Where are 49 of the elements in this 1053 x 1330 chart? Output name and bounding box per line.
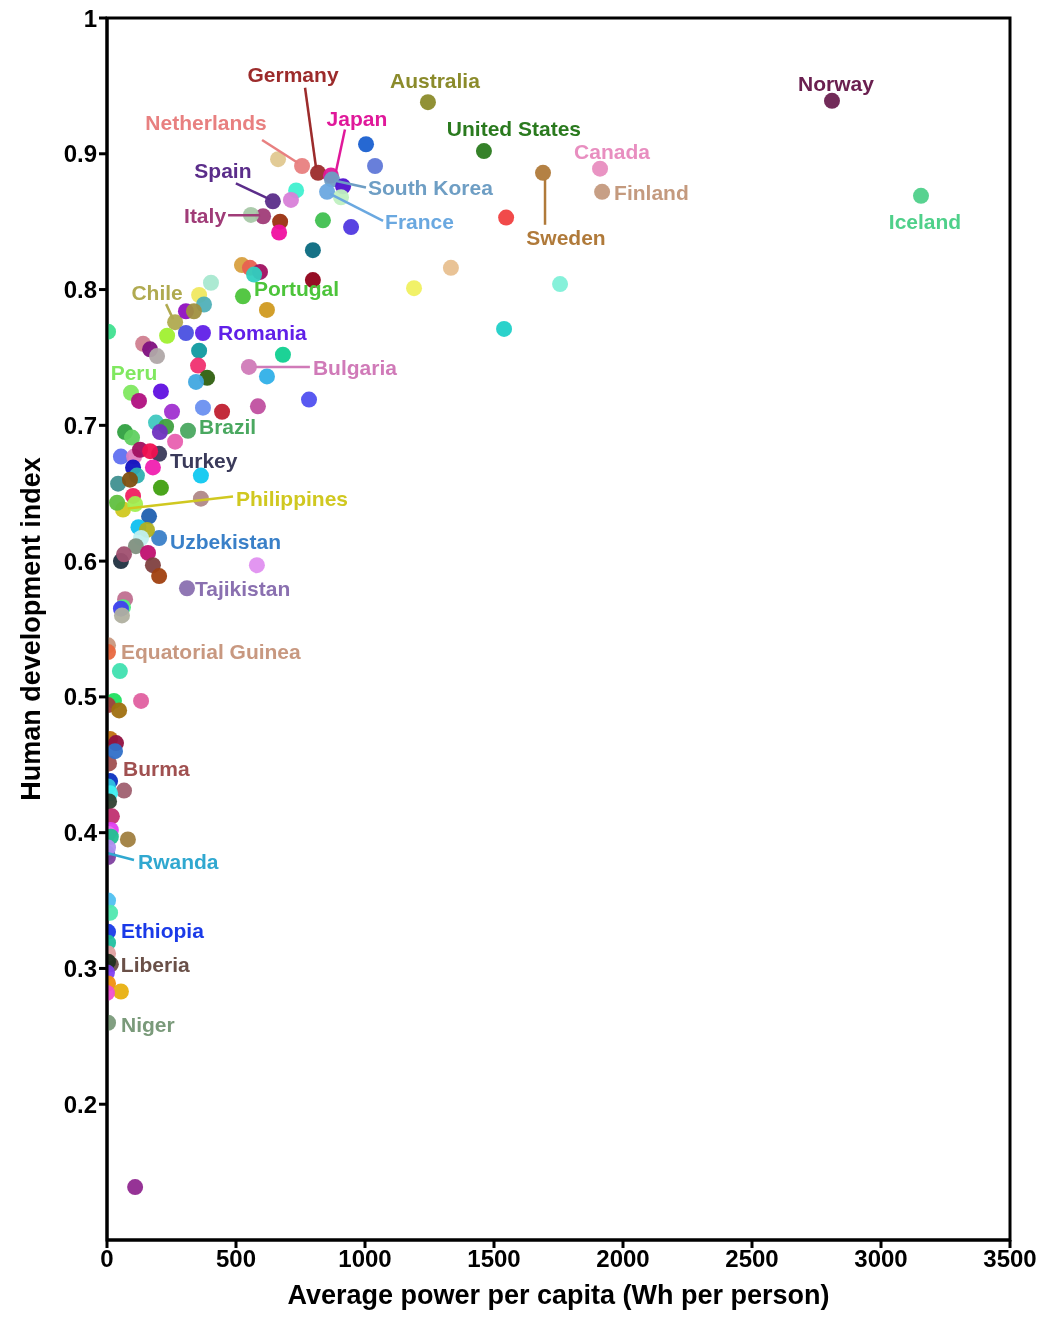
annotation: France [385,210,454,234]
annotation: Japan [326,107,388,130]
x-tick-label: 1000 [338,1245,392,1273]
y-tick-label: 0.4 [63,819,98,847]
annotation: Equatorial Guinea [121,639,302,663]
x-tick-label: 3500 [983,1245,1037,1273]
y-tick-label: 0.6 [63,547,97,575]
y-tick-label: 1 [83,4,97,32]
annotation: Ethiopia [121,919,205,943]
annotation: Peru [110,361,158,385]
x-tick-label: 0 [100,1245,114,1273]
annotation: Romania [217,320,307,344]
annotation: Rwanda [138,849,219,873]
annotation: Italy [184,203,227,227]
annotation: Spain [194,158,252,182]
y-axis-title: Human development index [15,457,46,801]
annotation: Netherlands [145,111,267,135]
annotation: Germany [247,63,339,87]
annotation: Australia [390,68,481,92]
y-tick-label: 0.5 [63,683,97,711]
y-tick-label: 0.9 [63,140,97,168]
annotation: Norway [798,72,875,96]
annotation: South Korea [367,176,494,200]
annotation: Philippines [236,487,349,511]
annotation: Brazil [199,415,257,439]
y-tick-label: 0.8 [63,276,97,304]
annotation: Bulgaria [312,356,398,380]
annotation: Iceland [888,210,962,234]
x-tick-label: 2500 [725,1245,779,1273]
y-tick-label: 0.7 [63,411,97,439]
annotation: United States [446,116,582,140]
annotation: Portugal [253,276,340,300]
y-tick-label: 0.2 [63,1090,97,1118]
annotation: Liberia [120,952,191,976]
x-tick-label: 2000 [596,1245,650,1273]
annotation: Burma [123,756,190,780]
x-tick-label: 1500 [467,1245,521,1273]
annotation: Canada [574,140,651,164]
annotation: Turkey [170,449,238,473]
x-tick-label: 500 [215,1245,257,1273]
annotation: Uzbekistan [170,529,281,553]
x-axis-title: Average power per capita (Wh per person) [287,1280,830,1310]
annotation: Chile [131,280,183,304]
annotation: Sweden [526,226,606,250]
y-tick-label: 0.3 [63,954,97,982]
annotation: Tajikistan [194,576,291,600]
annotation: Finland [614,181,689,205]
annotation: Niger [121,1013,175,1037]
x-tick-label: 3000 [854,1245,908,1273]
